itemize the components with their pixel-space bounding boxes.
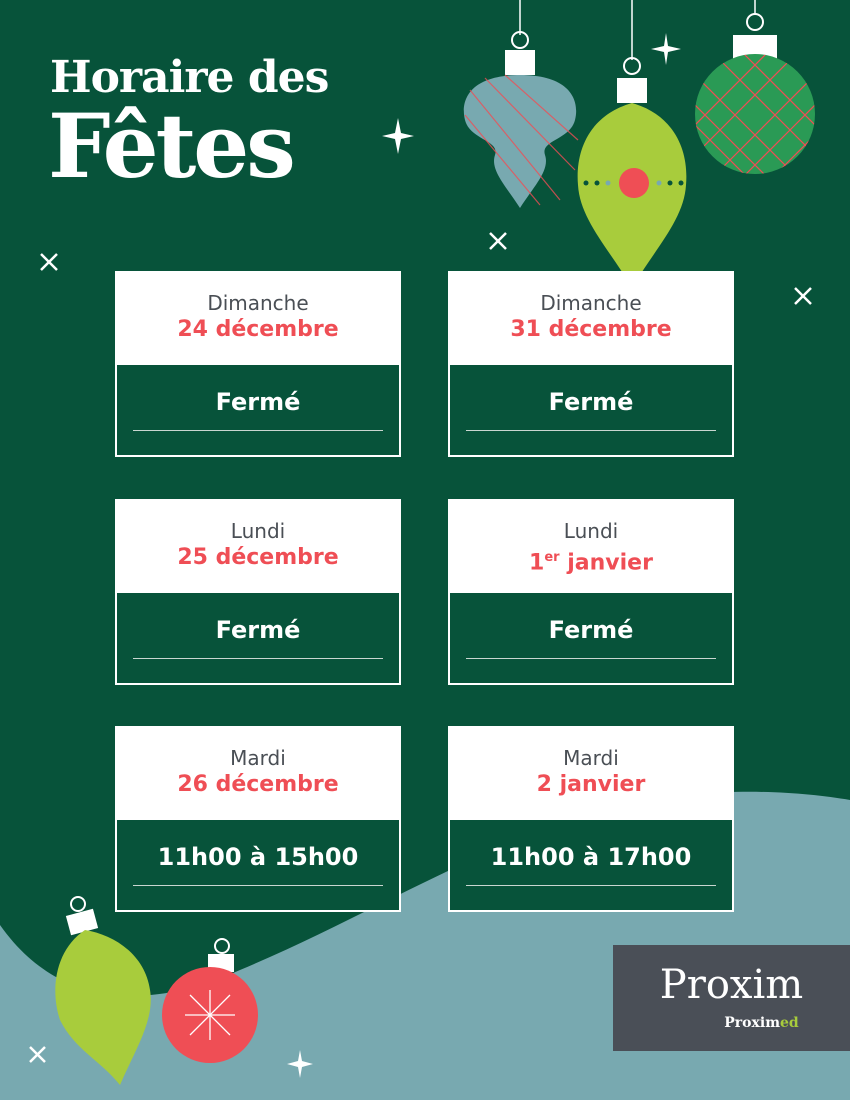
hours: Fermé (215, 616, 301, 644)
date-number: 1 (529, 550, 545, 576)
day: Dimanche (540, 291, 642, 315)
day: Lundi (230, 519, 286, 543)
date-suffix: er (544, 550, 560, 565)
date: 2 janvier (536, 772, 646, 797)
cross-sparkle-icons (29, 232, 812, 1063)
plaid-ornament (695, 0, 815, 174)
hours: Fermé (548, 388, 634, 416)
logo-brand: Proxim (659, 962, 804, 1008)
hours: Fermé (548, 616, 634, 644)
red-ornament (162, 938, 258, 1063)
schedule-card: Dimanche 31 décembre Fermé (448, 271, 734, 457)
hours: Fermé (215, 388, 301, 416)
lime-ornament (577, 0, 687, 288)
logo-sub-a: Proxim (724, 1015, 781, 1031)
hours: 11h00 à 15h00 (157, 843, 359, 871)
day: Lundi (563, 519, 619, 543)
logo-sub-b: ed (780, 1015, 799, 1031)
date-month: janvier (559, 550, 653, 576)
sparkle-icons (287, 33, 681, 1078)
schedule-card: Lundi 25 décembre Fermé (115, 499, 401, 685)
title-line-2: Fêtes (48, 94, 296, 198)
divider (466, 430, 716, 431)
date: 31 décembre (510, 317, 672, 342)
divider (466, 658, 716, 659)
bottom-lime-ornament (55, 896, 151, 1085)
striped-ornament (463, 0, 579, 208)
hours: 11h00 à 17h00 (490, 843, 692, 871)
schedule-card: Mardi 26 décembre 11h00 à 15h00 (115, 726, 401, 912)
divider (466, 885, 716, 886)
schedule-card: Dimanche 24 décembre Fermé (115, 271, 401, 457)
divider (133, 430, 383, 431)
date: 26 décembre (177, 772, 339, 797)
title-line-1: Horaire des (50, 52, 329, 103)
schedule-card: Mardi 2 janvier 11h00 à 17h00 (448, 726, 734, 912)
logo-sub: Proximed (613, 1015, 850, 1031)
date: 1er janvier (450, 543, 732, 578)
date: 25 décembre (177, 545, 339, 570)
schedule-card: Lundi 1er janvier Fermé (448, 499, 734, 685)
divider (133, 885, 383, 886)
day: Mardi (563, 746, 619, 770)
divider (133, 658, 383, 659)
day: Dimanche (207, 291, 309, 315)
day: Mardi (230, 746, 286, 770)
proxim-logo: Proxim Proximed (613, 945, 850, 1051)
date: 24 décembre (177, 317, 339, 342)
